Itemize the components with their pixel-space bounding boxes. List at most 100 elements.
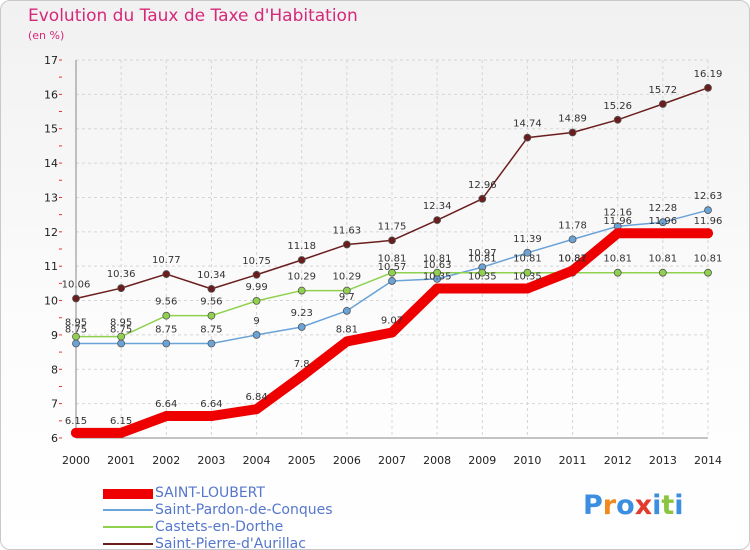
data-point <box>72 294 80 303</box>
data-point <box>162 311 171 320</box>
x-tick-label: 2006 <box>333 454 361 467</box>
data-point <box>162 270 171 278</box>
data-point <box>568 235 577 244</box>
data-point <box>116 427 127 438</box>
data-point <box>523 268 532 277</box>
data-point <box>117 284 126 293</box>
data-label: 10.97 <box>468 248 497 259</box>
data-point <box>206 411 217 422</box>
y-tick-label: 17 <box>44 54 58 67</box>
data-label: 14.74 <box>513 119 542 130</box>
data-label: 10.63 <box>423 260 452 271</box>
data-point <box>342 286 351 295</box>
data-point <box>657 228 668 239</box>
data-label: 8.75 <box>65 325 87 336</box>
data-point <box>613 268 622 277</box>
data-point <box>388 277 396 285</box>
x-tick-label: 2011 <box>559 454 587 467</box>
data-label: 10.81 <box>603 254 632 265</box>
data-point <box>252 296 261 305</box>
data-point <box>523 248 532 257</box>
data-label: 10.29 <box>287 272 316 283</box>
data-label: 8.75 <box>200 325 222 336</box>
x-tick-label: 2009 <box>468 454 496 467</box>
data-point <box>658 100 667 108</box>
data-label: 6.15 <box>65 416 87 427</box>
data-point <box>704 206 712 215</box>
legend-swatch <box>103 543 153 545</box>
data-label: 10.81 <box>513 254 542 265</box>
data-point <box>613 115 622 124</box>
x-tick-label: 2010 <box>513 454 541 467</box>
data-label: 8.95 <box>110 318 132 329</box>
data-label: 11.63 <box>333 226 362 237</box>
data-point <box>477 283 488 294</box>
series-castets-en-dorthe <box>72 268 712 341</box>
data-point <box>612 228 623 239</box>
data-label: 12.34 <box>423 201 452 212</box>
legend-swatch <box>103 526 153 528</box>
data-point <box>207 284 216 293</box>
series-saint-loubert <box>71 228 713 438</box>
data-label: 15.72 <box>649 85 678 96</box>
data-label: 9.99 <box>245 282 267 293</box>
legend-swatch <box>103 489 153 499</box>
data-point <box>522 283 533 294</box>
x-tick-label: 2013 <box>649 454 677 467</box>
data-label: 10.81 <box>468 254 497 265</box>
data-label: 8.81 <box>336 324 358 335</box>
data-point <box>296 371 307 382</box>
y-tick-label: 6 <box>51 432 58 445</box>
data-label: 8.75 <box>110 325 132 336</box>
data-label: 9.23 <box>291 308 313 319</box>
data-point <box>342 240 351 249</box>
data-point <box>658 218 667 227</box>
data-label: 10.34 <box>197 270 226 281</box>
y-axis-ticks: 6 7 8 9 10 11 12 13 14 15 16 17 <box>44 54 58 445</box>
data-label: 6.15 <box>110 416 132 427</box>
y-tick-label: 14 <box>44 157 58 170</box>
data-label: 12.28 <box>649 203 678 214</box>
y-tick-label: 16 <box>44 88 58 101</box>
data-label: 9.56 <box>155 297 177 308</box>
data-label: 11.96 <box>603 216 632 227</box>
data-label: 14.89 <box>558 114 587 125</box>
data-label: 8.95 <box>65 318 87 329</box>
data-label: 10.06 <box>62 279 91 290</box>
data-label: 11.75 <box>378 221 407 232</box>
data-label: 10.29 <box>333 272 362 283</box>
data-label: 10.77 <box>152 255 181 266</box>
data-label: 10.57 <box>378 262 407 273</box>
data-label: 10.87 <box>558 254 587 265</box>
x-tick-label: 2014 <box>694 454 722 467</box>
data-point <box>342 306 351 315</box>
data-point <box>704 268 712 277</box>
data-point <box>433 216 442 225</box>
data-point <box>252 270 261 279</box>
data-point <box>72 339 80 348</box>
data-label: 10.81 <box>378 254 407 265</box>
grid <box>59 59 709 439</box>
data-label: 12.63 <box>694 191 723 202</box>
chart-title: Evolution du Taux de Taxe d'Habitation <box>28 6 358 26</box>
data-point <box>478 268 487 277</box>
data-label: 10.81 <box>423 254 452 265</box>
data-point <box>704 83 712 92</box>
data-label: 10.35 <box>423 272 452 283</box>
chart-subtitle: (en %) <box>28 29 65 42</box>
data-label: 10.81 <box>694 254 723 265</box>
x-tick-label: 2000 <box>62 454 90 467</box>
data-label: 10.75 <box>242 256 271 267</box>
data-point <box>297 286 306 295</box>
data-label: 9.56 <box>200 297 222 308</box>
y-tick-label: 7 <box>51 398 58 411</box>
data-point <box>297 256 306 264</box>
data-label: 6.64 <box>155 399 177 410</box>
y-tick-label: 11 <box>44 260 58 273</box>
data-label: 11.96 <box>649 216 678 227</box>
x-tick-label: 2002 <box>152 454 180 467</box>
y-tick-label: 8 <box>51 363 58 376</box>
y-tick-label: 10 <box>44 295 58 308</box>
x-tick-label: 2012 <box>604 454 632 467</box>
data-label: 10.81 <box>558 254 587 265</box>
